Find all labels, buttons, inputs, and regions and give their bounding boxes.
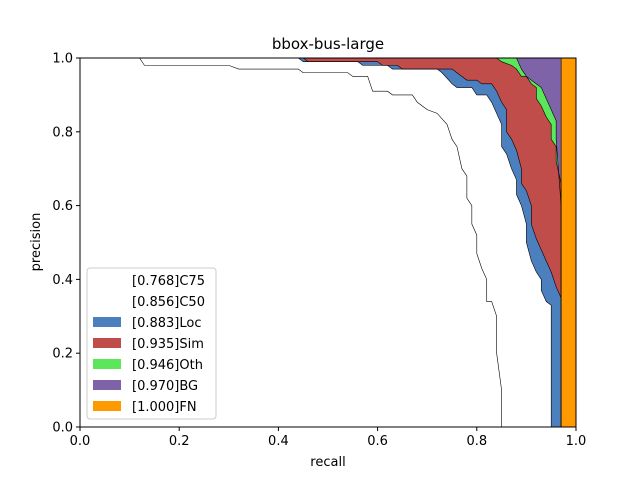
chart-title: bbox-bus-large — [272, 35, 384, 53]
y-tick-label: 0.2 — [52, 347, 73, 362]
curve-0-856-c50 — [80, 57, 552, 427]
legend-label: [0.970]BG — [132, 379, 198, 394]
curve-0-935-sim — [80, 57, 562, 427]
y-tick-label: 0.8 — [52, 125, 73, 140]
legend-swatch — [93, 317, 121, 327]
y-tick-label: 0.6 — [52, 199, 73, 214]
legend-swatch — [93, 380, 121, 390]
legend-swatch — [93, 401, 121, 411]
curve-0-883-loc — [80, 57, 562, 427]
legend-label: [0.768]C75 — [132, 274, 205, 289]
x-tick-label: 0.8 — [466, 434, 487, 449]
x-axis-label: recall — [310, 455, 345, 470]
x-tick-label: 1.0 — [566, 434, 587, 449]
y-tick-label: 1.0 — [52, 52, 73, 67]
legend-label: [0.883]Loc — [132, 316, 201, 331]
legend-swatch — [93, 275, 121, 285]
legend-label: [0.946]Oth — [132, 358, 203, 373]
y-axis-ticks: 0.0 0.2 0.4 0.6 0.8 1.0 — [52, 52, 80, 436]
y-axis-label: precision — [29, 213, 44, 272]
curve-0-768-c75 — [80, 57, 502, 427]
x-tick-label: 0.4 — [268, 434, 289, 449]
y-tick-label: 0.4 — [52, 273, 73, 288]
legend-swatch — [93, 359, 121, 369]
legend-label: [1.000]FN — [132, 400, 197, 415]
legend-label: [0.935]Sim — [132, 337, 204, 352]
plot-frame — [79, 57, 577, 428]
legend-swatch — [93, 338, 121, 348]
legend-label: [0.856]C50 — [132, 295, 205, 310]
x-axis-ticks: 0.0 0.2 0.4 0.6 0.8 1.0 — [70, 427, 587, 449]
x-tick-label: 0.6 — [367, 434, 388, 449]
x-tick-label: 0.2 — [169, 434, 190, 449]
legend-swatch — [93, 296, 121, 306]
x-tick-label: 0.0 — [70, 434, 91, 449]
y-tick-label: 0.0 — [52, 421, 73, 436]
legend: [0.768]C75 [0.856]C50 [0.883]Loc [0.935]Sim… — [86, 267, 217, 420]
